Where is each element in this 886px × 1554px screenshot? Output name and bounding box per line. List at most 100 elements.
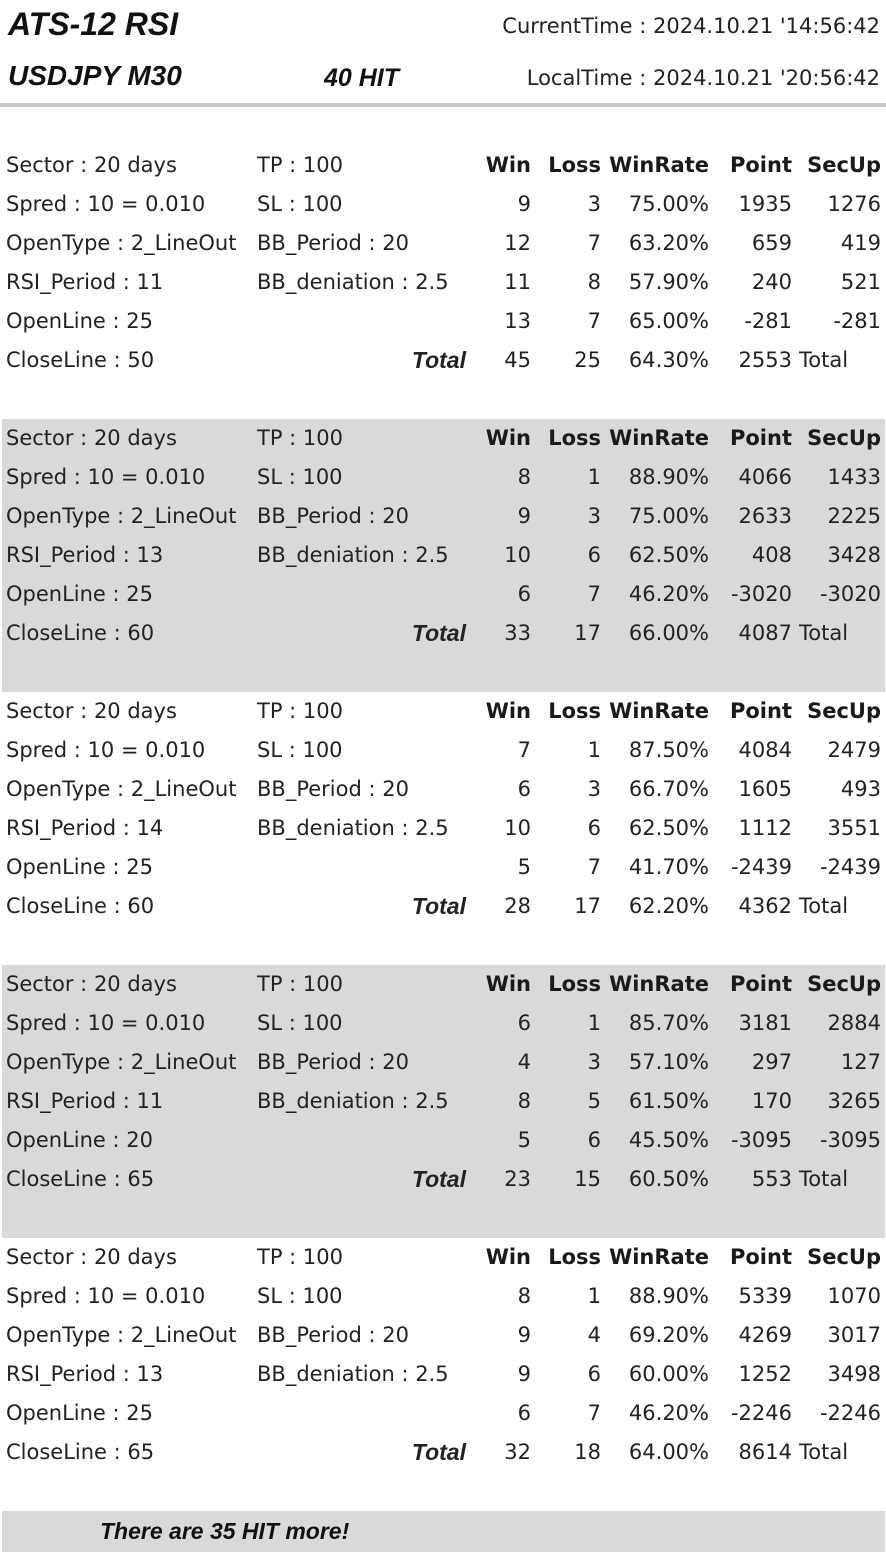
point-header: Point bbox=[729, 1245, 792, 1269]
param-label: CloseLine : 60 bbox=[6, 621, 155, 645]
loss-header: Loss bbox=[548, 426, 601, 450]
stats-row: Spred : 10 = 0.010 SL : 100 6 1 85.70% 3181 28… bbox=[2, 1004, 885, 1043]
loss-value: 6 bbox=[587, 1362, 601, 1386]
total-word: Total bbox=[799, 621, 849, 645]
stats-row: OpenLine : 25 5 7 41.70% -2439 -2439 bbox=[2, 848, 885, 887]
param-label: Sector : 20 days bbox=[6, 972, 177, 996]
winrate-value: 57.10% bbox=[628, 1050, 709, 1074]
win-value: 5 bbox=[517, 1128, 531, 1152]
point-value: 4084 bbox=[738, 738, 792, 762]
win-header: Win bbox=[485, 972, 531, 996]
total-label: Total bbox=[411, 1166, 466, 1192]
winrate-value: 63.20% bbox=[628, 231, 709, 255]
point-value: -3095 bbox=[730, 1128, 792, 1152]
secup-value: -3095 bbox=[819, 1128, 881, 1152]
param-label: Spred : 10 = 0.010 bbox=[6, 1284, 206, 1308]
param-label: Sector : 20 days bbox=[6, 699, 177, 723]
win-value: 13 bbox=[504, 309, 531, 333]
param-label: CloseLine : 65 bbox=[6, 1440, 155, 1464]
param-label: Spred : 10 = 0.010 bbox=[6, 738, 206, 762]
loss-value: 7 bbox=[587, 309, 601, 333]
winrate-value: 46.20% bbox=[628, 582, 709, 606]
secup-value: 2884 bbox=[827, 1011, 881, 1035]
param-label: BB_deniation : 2.5 bbox=[257, 270, 449, 294]
total-point-value: 8614 bbox=[738, 1440, 792, 1464]
param-label: BB_Period : 20 bbox=[257, 231, 409, 255]
loss-value: 3 bbox=[587, 192, 601, 216]
param-label: Spred : 10 = 0.010 bbox=[6, 192, 206, 216]
loss-value: 7 bbox=[587, 1401, 601, 1425]
param-label: BB_deniation : 2.5 bbox=[257, 816, 449, 840]
stats-row: Spred : 10 = 0.010 SL : 100 8 1 88.90% 4066 14… bbox=[2, 458, 885, 497]
win-value: 8 bbox=[517, 465, 531, 489]
report-header: ATS-12 RSI USDJPY M30 40 HIT CurrentTime… bbox=[0, 0, 886, 108]
param-label: OpenType : 2_LineOut bbox=[6, 777, 237, 801]
loss-value: 7 bbox=[587, 231, 601, 255]
loss-value: 7 bbox=[587, 855, 601, 879]
total-win-value: 45 bbox=[504, 348, 531, 372]
block-header-row: Sector : 20 days TP : 100 Win Loss WinRate Po… bbox=[2, 419, 885, 458]
param-label: BB_deniation : 2.5 bbox=[257, 1362, 449, 1386]
param-label: RSI_Period : 13 bbox=[6, 543, 164, 567]
loss-value: 8 bbox=[587, 270, 601, 294]
loss-value: 6 bbox=[587, 816, 601, 840]
stats-row: OpenType : 2_LineOut BB_Period : 20 6 3 66.7… bbox=[2, 770, 885, 809]
param-label: OpenType : 2_LineOut bbox=[6, 231, 237, 255]
secup-value: 493 bbox=[840, 777, 881, 801]
loss-value: 3 bbox=[587, 777, 601, 801]
winrate-header: WinRate bbox=[609, 1245, 709, 1269]
point-value: -2439 bbox=[730, 855, 792, 879]
win-value: 10 bbox=[504, 543, 531, 567]
stats-row: RSI_Period : 14 BB_deniation : 2.5 10 6 62.5… bbox=[2, 809, 885, 848]
winrate-value: 66.70% bbox=[628, 777, 709, 801]
total-label: Total bbox=[411, 893, 466, 919]
point-value: 1935 bbox=[738, 192, 792, 216]
block-header-row: Sector : 20 days TP : 100 Win Loss WinRate Po… bbox=[2, 965, 885, 1004]
stats-row: Spred : 10 = 0.010 SL : 100 9 3 75.00% 1935 12… bbox=[2, 185, 885, 224]
stats-row: RSI_Period : 13 BB_deniation : 2.5 9 6 60.00… bbox=[2, 1355, 885, 1394]
win-header: Win bbox=[485, 699, 531, 723]
total-loss-value: 25 bbox=[574, 348, 601, 372]
secup-value: 3265 bbox=[827, 1089, 881, 1113]
param-label: BB_Period : 20 bbox=[257, 1323, 409, 1347]
stats-row: Spred : 10 = 0.010 SL : 100 8 1 88.90% 5339 10… bbox=[2, 1277, 885, 1316]
point-value: -2246 bbox=[730, 1401, 792, 1425]
total-winrate-value: 66.00% bbox=[628, 621, 709, 645]
loss-value: 1 bbox=[587, 1284, 601, 1308]
total-row: CloseLine : 65 Total 32 18 64.00% 8614 Total bbox=[2, 1433, 885, 1472]
secup-value: 3498 bbox=[827, 1362, 881, 1386]
secup-value: 3017 bbox=[827, 1323, 881, 1347]
winrate-value: 75.00% bbox=[628, 192, 709, 216]
win-value: 6 bbox=[517, 1011, 531, 1035]
total-word: Total bbox=[799, 894, 849, 918]
param-label: BB_Period : 20 bbox=[257, 1050, 409, 1074]
win-value: 9 bbox=[517, 1362, 531, 1386]
total-winrate-value: 60.50% bbox=[628, 1167, 709, 1191]
secup-value: 127 bbox=[840, 1050, 881, 1074]
secup-value: -3020 bbox=[819, 582, 881, 606]
win-header: Win bbox=[485, 153, 531, 177]
winrate-value: 85.70% bbox=[628, 1011, 709, 1035]
total-row: CloseLine : 60 Total 28 17 62.20% 4362 Total bbox=[2, 887, 885, 926]
param-label: SL : 100 bbox=[257, 1011, 343, 1035]
win-value: 5 bbox=[517, 855, 531, 879]
total-win-value: 23 bbox=[504, 1167, 531, 1191]
result-block: Sector : 20 days TP : 100 Win Loss WinRate Po… bbox=[2, 965, 885, 1238]
param-label: OpenLine : 25 bbox=[6, 1401, 153, 1425]
secup-value: 521 bbox=[840, 270, 881, 294]
param-label: SL : 100 bbox=[257, 738, 343, 762]
loss-value: 1 bbox=[587, 465, 601, 489]
point-value: 1112 bbox=[738, 816, 792, 840]
point-value: 240 bbox=[751, 270, 792, 294]
win-value: 8 bbox=[517, 1089, 531, 1113]
point-value: -3020 bbox=[730, 582, 792, 606]
param-label: RSI_Period : 11 bbox=[6, 1089, 164, 1113]
winrate-value: 62.50% bbox=[628, 816, 709, 840]
param-label: OpenType : 2_LineOut bbox=[6, 1050, 237, 1074]
stats-row: OpenLine : 25 13 7 65.00% -281 -281 bbox=[2, 302, 885, 341]
param-label: OpenType : 2_LineOut bbox=[6, 1323, 237, 1347]
secup-header: SecUp bbox=[807, 699, 881, 723]
result-block: Sector : 20 days TP : 100 Win Loss WinRate Po… bbox=[2, 692, 885, 965]
point-value: 170 bbox=[751, 1089, 792, 1113]
win-header: Win bbox=[485, 426, 531, 450]
